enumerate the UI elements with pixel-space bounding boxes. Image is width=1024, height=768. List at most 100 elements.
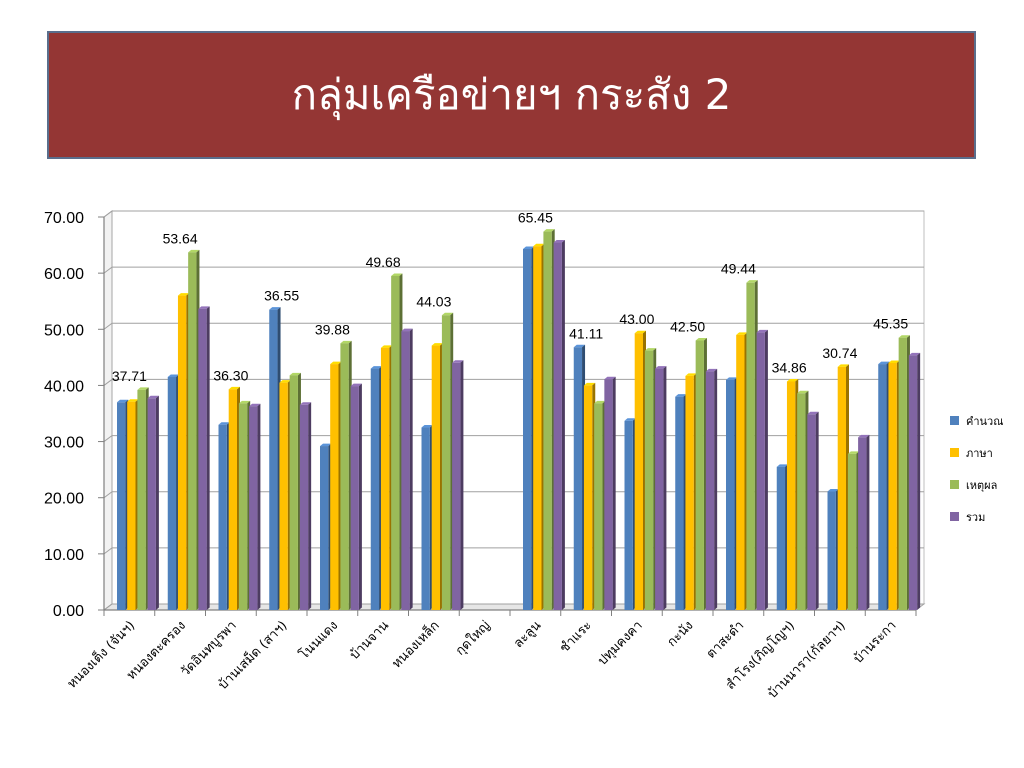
bar-front (756, 332, 765, 610)
gridline (103, 322, 924, 330)
bar-top (756, 329, 768, 333)
bar-front (786, 381, 796, 610)
bar (604, 376, 616, 610)
bar-front (533, 246, 542, 611)
x-category-label: กุดใหญ่ (452, 618, 493, 659)
bar-front (573, 347, 583, 610)
bar-front (299, 404, 309, 610)
data-label: 44.03 (416, 293, 451, 309)
bar-top (878, 361, 890, 365)
bar-side (409, 328, 413, 610)
bar-top (137, 387, 149, 390)
bar (228, 386, 240, 610)
bar-side (663, 366, 667, 610)
bar (878, 361, 890, 610)
y-tick-label: 70.00 (44, 210, 84, 227)
data-label: 37.71 (112, 368, 147, 384)
bar (898, 335, 910, 610)
bar-top (289, 372, 301, 376)
x-category-label: โนนแดง (296, 618, 341, 663)
bar-front (837, 366, 846, 610)
legend-label: คำนวณ (966, 415, 1003, 428)
bar-top (533, 243, 545, 247)
bar-front (228, 389, 237, 610)
bar (137, 387, 149, 610)
bar-front (604, 379, 613, 610)
bar-front (553, 242, 562, 611)
bar-top (279, 380, 291, 383)
bar-top (299, 402, 312, 405)
bar-top (908, 352, 921, 356)
data-label: 45.35 (873, 316, 908, 332)
bar (452, 360, 464, 610)
bar-side (155, 395, 159, 610)
data-label: 65.45 (518, 210, 553, 226)
bar-top (228, 386, 240, 390)
bar-front (391, 275, 400, 610)
bar-front (188, 252, 197, 610)
bar-top (350, 383, 362, 387)
bar-top (370, 366, 383, 369)
bar (583, 382, 596, 610)
bar (695, 338, 707, 610)
bar-front (634, 333, 643, 610)
bar-side (561, 240, 565, 611)
bar-top (188, 249, 200, 253)
x-category-label: ตาสะดำ (704, 618, 747, 661)
legend-swatch (950, 480, 959, 489)
legend-label: เหตุผล (966, 479, 997, 492)
bar-front (594, 403, 603, 610)
bar-side (815, 411, 819, 610)
bar-top (573, 344, 586, 348)
bar (634, 330, 646, 610)
x-category-label: หนองเต็ง (จันฯ) (63, 616, 139, 692)
bar-top (441, 312, 454, 316)
bar (543, 229, 555, 610)
legend-swatch (950, 416, 959, 425)
gridline (103, 210, 924, 218)
bar-front (827, 491, 836, 610)
bar (756, 329, 768, 610)
bar-top (340, 340, 352, 344)
bar (167, 374, 180, 610)
bar-top (594, 400, 606, 404)
bar-front (431, 345, 440, 610)
bar (837, 364, 849, 610)
bar-top (837, 364, 849, 367)
bar-top (117, 399, 129, 403)
bar-top (249, 403, 261, 407)
bar-front (543, 231, 552, 610)
bar-top (330, 361, 342, 365)
x-category-label: หนองเหล็ก (387, 616, 442, 671)
bar-top (380, 345, 393, 348)
bar (147, 395, 159, 610)
bar-front (421, 427, 430, 610)
bar (776, 464, 789, 610)
bar-top (167, 374, 180, 378)
bar-top (776, 464, 789, 467)
bar (198, 306, 210, 610)
bar (391, 273, 403, 610)
bar (827, 489, 839, 610)
bar-front (441, 315, 451, 610)
bar-front (807, 414, 816, 610)
bar-top (452, 360, 464, 363)
x-category-label: ปทุมคงคา (595, 618, 646, 669)
bar-top (644, 348, 657, 351)
bar (218, 422, 230, 610)
bar-top (675, 394, 687, 397)
data-label: 43.00 (619, 311, 654, 327)
bar (401, 328, 413, 610)
bar-side (714, 368, 718, 610)
bar (888, 360, 900, 610)
bar-side (460, 360, 464, 610)
bar-front (583, 385, 593, 610)
legend-label: ภาษา (966, 447, 993, 460)
bar-side (206, 306, 210, 610)
bar (594, 400, 606, 610)
bar-front (888, 362, 897, 610)
bar-front (624, 420, 633, 610)
bar-top (401, 328, 413, 332)
bar-top (705, 368, 718, 372)
